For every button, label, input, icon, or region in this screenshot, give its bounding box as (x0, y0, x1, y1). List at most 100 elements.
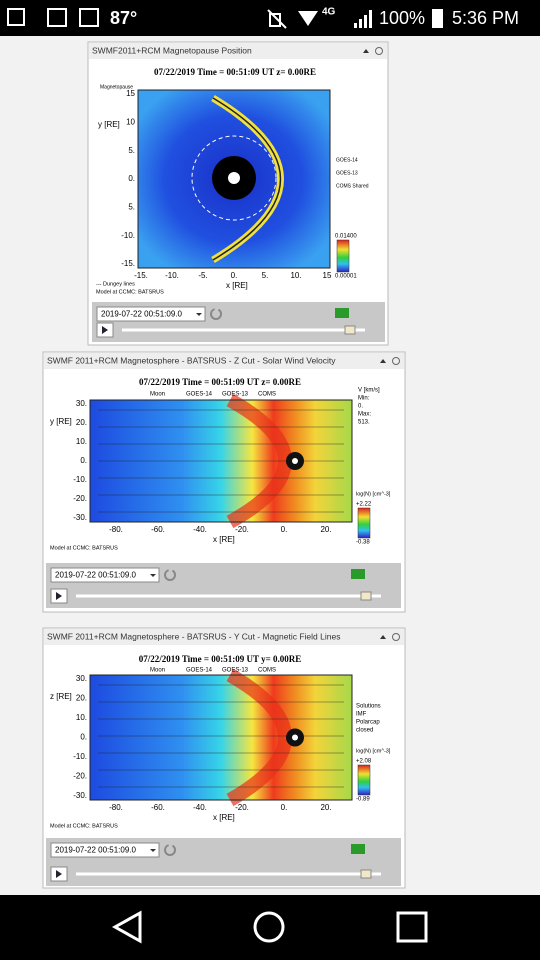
x-tick-label: 0. (281, 803, 288, 812)
slider-thumb[interactable] (360, 591, 372, 601)
battery-icon (432, 9, 443, 28)
colorbar (357, 764, 371, 796)
close-button[interactable] (392, 633, 400, 641)
refresh-button[interactable] (164, 844, 176, 856)
recents-button[interactable] (396, 911, 428, 943)
plot-heading: 07/22/2019 Time = 00:51:09 UT z= 0.00RE (139, 377, 301, 387)
legend-item: GOES-13 (222, 392, 249, 398)
y-tick-label: -30. (73, 791, 87, 800)
x-axis-label: x [RE] (213, 535, 235, 544)
dropdown-arrow (196, 313, 202, 316)
x-tick-label: -5. (198, 271, 207, 280)
y-tick-label: 30. (76, 674, 87, 683)
plot-footer: Model at CCMC: BATSRUS (96, 289, 164, 295)
panels: SWMF2011+RCM Magnetopause Position 07/22/… (42, 41, 406, 889)
date-select[interactable] (50, 567, 160, 583)
flag-icon (335, 308, 349, 318)
mute-icon (267, 9, 287, 29)
plot-frame (89, 399, 353, 523)
date-value: 2019-07-22 00:51:09.0 (55, 846, 137, 855)
gallery-icon (7, 8, 25, 26)
calendar-icon (79, 8, 99, 27)
panel-title: SWMF 2011+RCM Magnetosphere - BATSRUS - … (47, 631, 340, 641)
refresh-button[interactable] (210, 308, 222, 320)
y-tick-label: 0. (128, 174, 135, 183)
date-value: 2019-07-22 00:51:09.0 (101, 310, 183, 319)
back-button[interactable] (111, 910, 142, 944)
collapse-button[interactable] (380, 635, 386, 639)
colorbar-max: +2.08 (356, 759, 372, 765)
refresh-button[interactable] (164, 569, 176, 581)
y-tick-label: 10. (76, 437, 87, 446)
close-button[interactable] (392, 357, 400, 365)
x-tick-label: -10. (165, 271, 179, 280)
play-icon (56, 870, 62, 878)
legend-item: GOES-14 (336, 157, 358, 163)
x-tick-label: 15 (323, 271, 332, 280)
y-tick-label: 0. (80, 733, 87, 742)
legend-item: GOES-13 (336, 170, 358, 176)
x-tick-label: -60. (151, 525, 165, 534)
collapse-button[interactable] (363, 49, 369, 53)
colorbar-title: log(N) [cm^-3] (356, 491, 391, 497)
y-axis-label: z [RE] (50, 692, 72, 701)
colorbar-min: -0.89 (356, 797, 370, 803)
flag-icon (351, 844, 365, 854)
title-bar (44, 353, 404, 369)
x-axis-label: x [RE] (226, 281, 248, 290)
flag-icon (351, 569, 365, 579)
legend-item: COMS (258, 392, 276, 398)
y-tick-label: 20. (76, 694, 87, 703)
x-tick-label: -40. (193, 803, 207, 812)
x-tick-label: 10. (290, 271, 301, 280)
date-select[interactable] (50, 842, 160, 858)
colorbar-max: 0.01400 (335, 234, 357, 240)
slider-thumb[interactable] (360, 869, 372, 879)
y-tick-label: -10. (73, 475, 87, 484)
home-button[interactable] (253, 911, 285, 943)
plot-frame (137, 89, 331, 269)
collapse-button[interactable] (380, 359, 386, 363)
y-tick-label: -20. (73, 494, 87, 503)
y-tick-label: 0. (80, 456, 87, 465)
legend-item: COMS (258, 668, 276, 674)
x-tick-label: -40. (193, 525, 207, 534)
wifi-icon (298, 11, 318, 26)
plot-field (90, 675, 352, 800)
y-axis-label: y [RE] (50, 417, 72, 426)
side-label: closed (356, 728, 373, 734)
legend-item: GOES-14 (186, 668, 213, 674)
y-tick-label: 15 (126, 89, 135, 98)
legend-item: GOES-13 (222, 668, 249, 674)
earth (292, 458, 298, 464)
x-tick-label: 5. (262, 271, 269, 280)
colorbar (336, 239, 350, 273)
y-tick-label: -30. (73, 513, 87, 522)
title-bar (44, 629, 404, 645)
plot-heading: 07/22/2019 Time = 00:51:09 UT z= 0.00RE (154, 67, 316, 77)
temperature: 87° (110, 8, 137, 28)
side-label: Min: (358, 396, 370, 402)
x-tick-label: -15. (134, 271, 148, 280)
slider-thumb[interactable] (344, 325, 356, 335)
close-button[interactable] (375, 47, 383, 55)
network: 4G (322, 7, 336, 18)
date-select[interactable] (96, 306, 206, 322)
x-tick-label: -20. (235, 525, 249, 534)
y-tick-label: 20. (76, 418, 87, 427)
dropdown-arrow (150, 849, 156, 852)
side-label: Polarcap (356, 720, 380, 726)
y-tick-label: -15. (121, 259, 135, 268)
x-tick-label: -80. (109, 525, 123, 534)
y-tick-label: 30. (76, 399, 87, 408)
clock: 5:36 PM (452, 8, 519, 28)
dropdown-arrow (150, 574, 156, 577)
y-tick-label: -10. (121, 231, 135, 240)
colorbar-max: +2.22 (356, 502, 372, 508)
date-value: 2019-07-22 00:51:09.0 (55, 571, 137, 580)
earth (228, 172, 240, 184)
side-label: Solutions (356, 704, 381, 710)
plot-key: Magnetopause (100, 84, 133, 90)
plot-footer: Model at CCMC: BATSRUS (50, 823, 118, 829)
